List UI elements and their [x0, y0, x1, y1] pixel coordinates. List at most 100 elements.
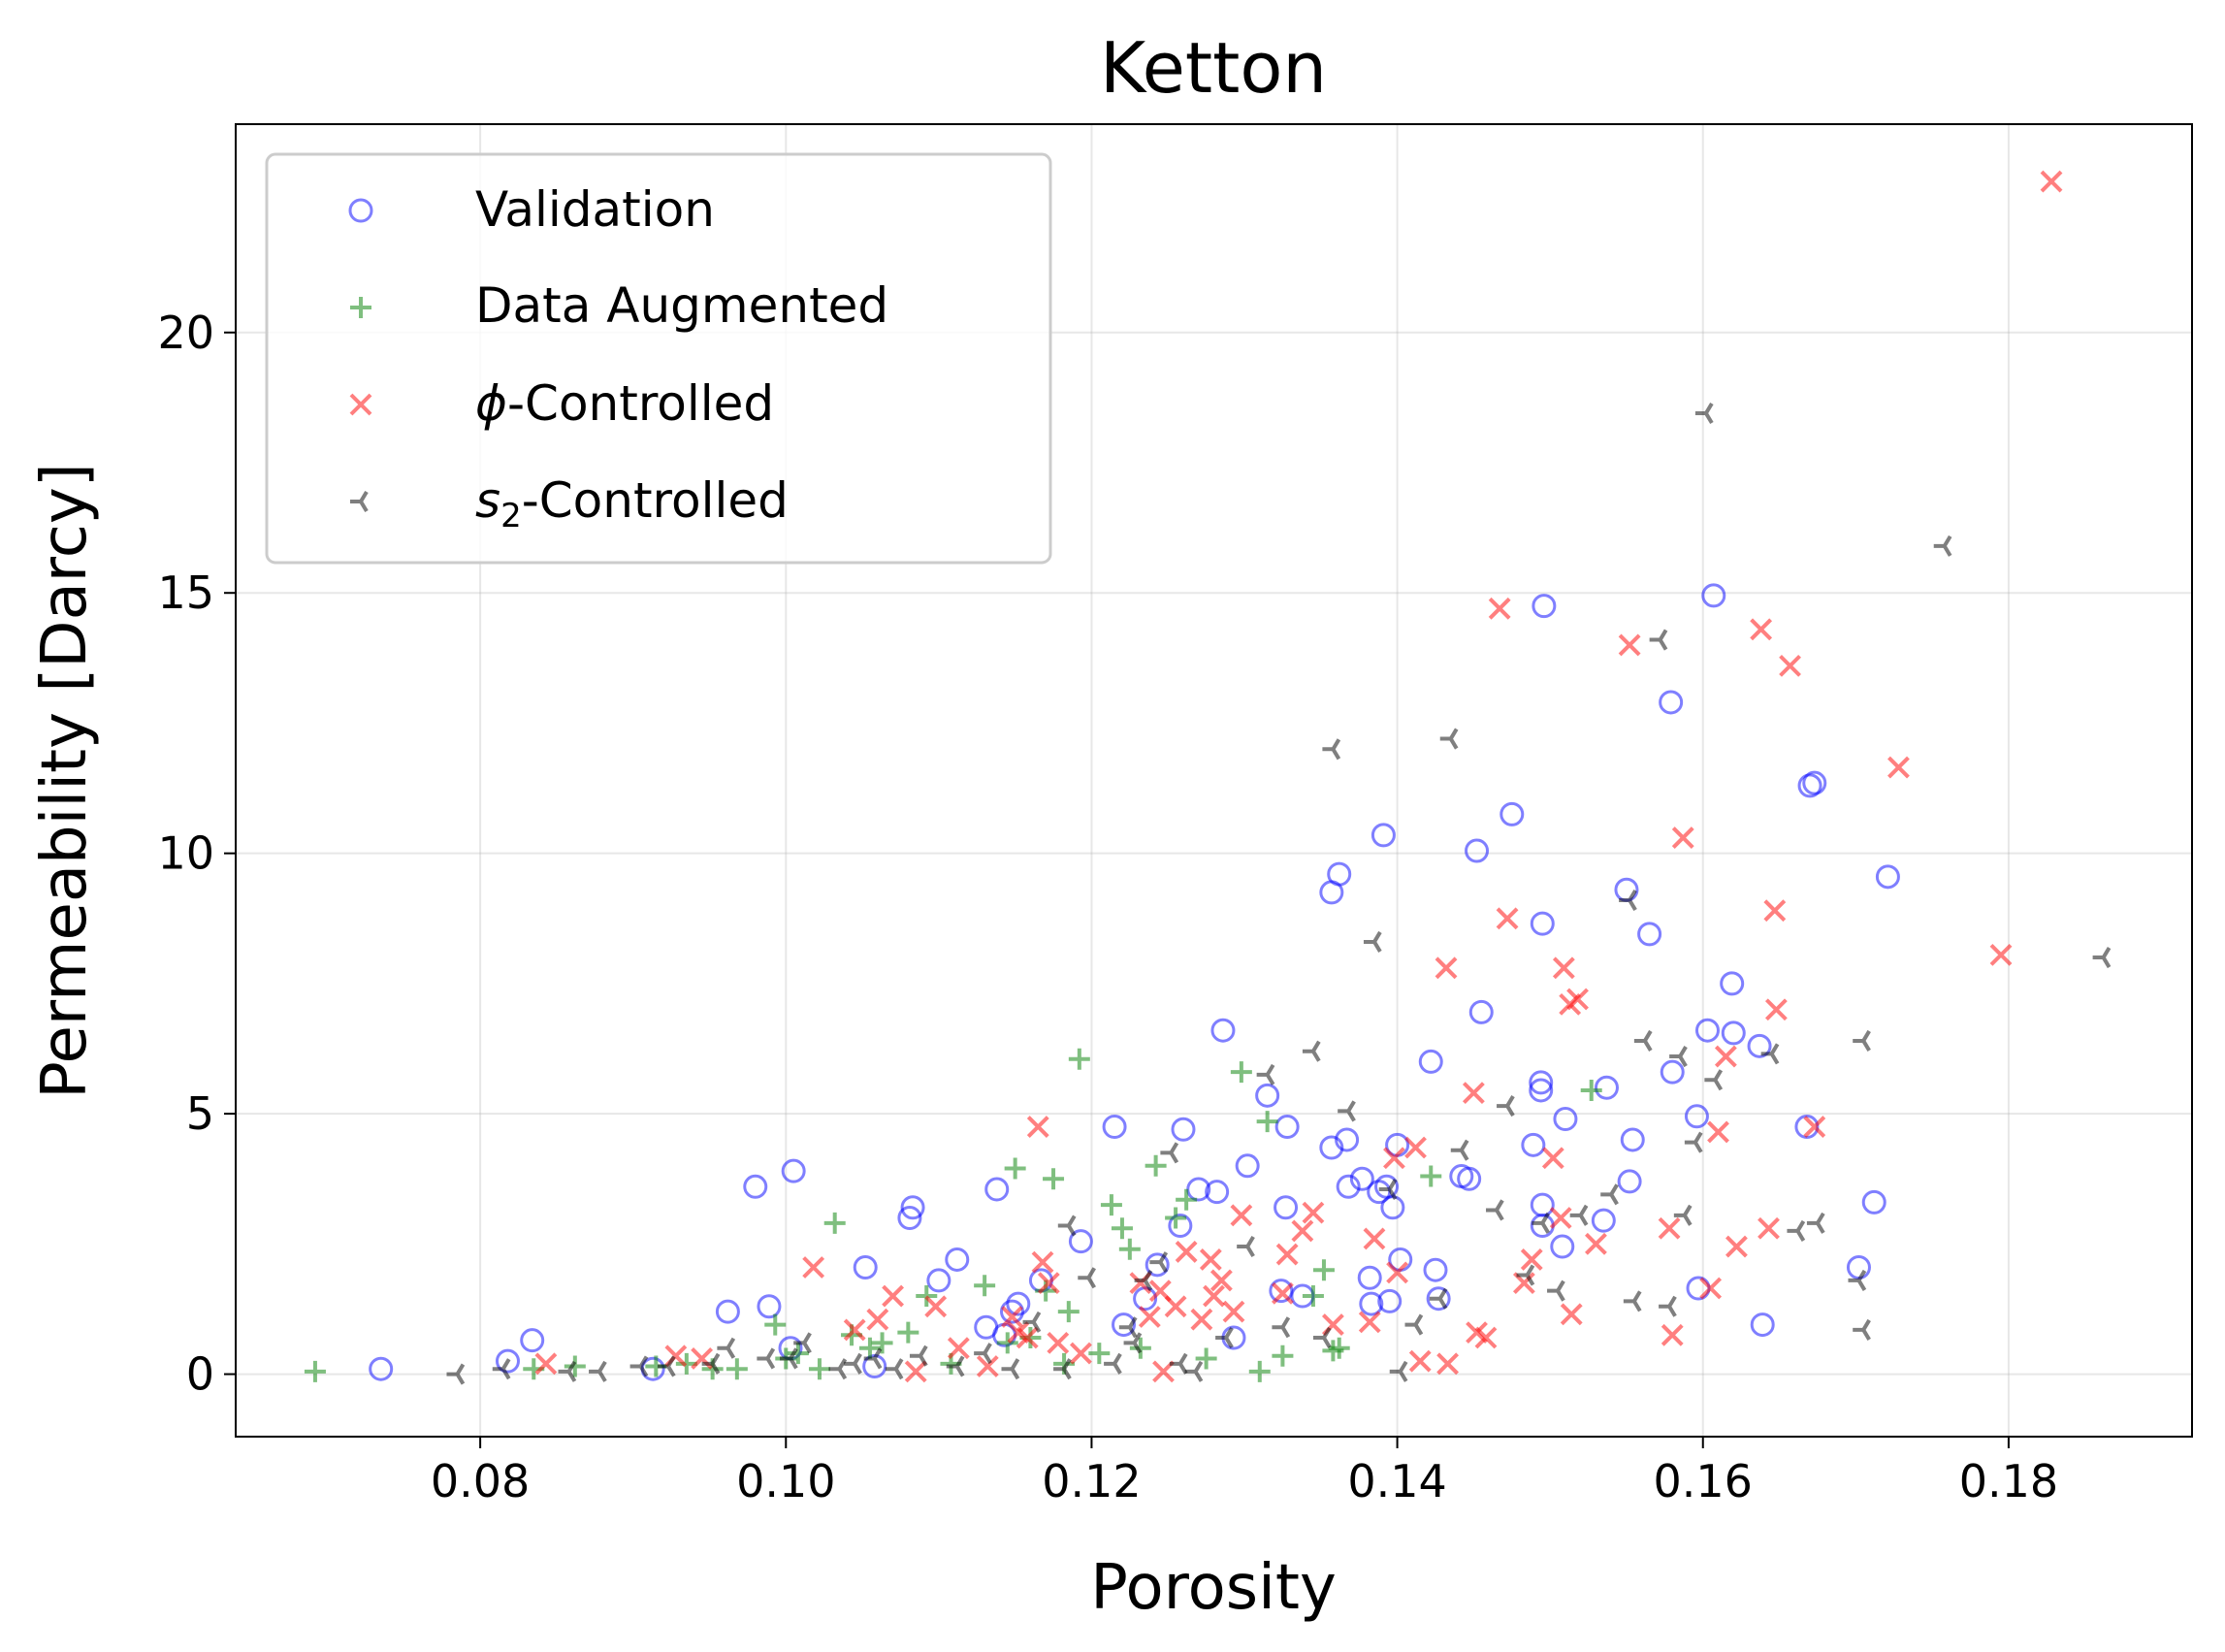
legend-box: [265, 152, 1052, 565]
data-point: [1439, 728, 1459, 750]
data-point: [1529, 1078, 1554, 1103]
data-point: [1933, 534, 1952, 557]
data-point: [1669, 1046, 1688, 1068]
data-point: [1658, 1216, 1681, 1240]
data-point: [1335, 1127, 1360, 1152]
data-point: [1215, 1326, 1234, 1349]
data-point: [1370, 823, 1396, 848]
data-point: [1848, 1269, 1867, 1291]
data-point: [1104, 1352, 1122, 1375]
data-point: [629, 1355, 649, 1377]
data-point: [717, 1337, 736, 1359]
data-point: [1659, 690, 1684, 715]
data-point: [1846, 1255, 1871, 1280]
data-point: [1312, 1259, 1335, 1281]
data-point: [1047, 1331, 1070, 1354]
data-point: [715, 1299, 740, 1324]
x-tick-label: 0.12: [1042, 1455, 1141, 1507]
data-point: [1053, 1358, 1072, 1380]
data-point: [1549, 1207, 1572, 1229]
data-point: [1699, 1277, 1723, 1300]
data-point: [1165, 1207, 1187, 1229]
x-tick-label: 0.16: [1654, 1455, 1753, 1507]
data-point: [1184, 1360, 1204, 1382]
data-point: [1721, 1020, 1746, 1046]
data-point: [1118, 1316, 1138, 1339]
data-point: [1462, 1082, 1485, 1105]
data-point: [1499, 801, 1525, 826]
data-point: [1016, 1326, 1039, 1349]
data-point: [1720, 971, 1745, 996]
data-point: [1436, 1352, 1460, 1376]
data-point: [1168, 1214, 1193, 1239]
data-point: [1497, 1095, 1515, 1118]
data-point: [1004, 1157, 1026, 1180]
data-point: [1532, 1212, 1551, 1234]
data-point: [1620, 1127, 1645, 1152]
data-point: [1660, 1059, 1685, 1085]
data-point: [844, 1352, 862, 1375]
data-point: [1552, 956, 1575, 980]
data-point: [1160, 1142, 1179, 1164]
data-point: [1457, 1166, 1482, 1191]
data-point: [369, 1356, 394, 1381]
data-point: [999, 1299, 1024, 1324]
axes-frame: [235, 123, 2193, 1438]
legend-label-validation: Validation: [475, 181, 715, 238]
data-point: [897, 1206, 922, 1230]
data-point: [1802, 770, 1827, 795]
data-point: [1255, 1083, 1280, 1108]
data-point: [1516, 1264, 1535, 1286]
data-point: [1750, 618, 1773, 641]
data-point: [1623, 1290, 1642, 1312]
data-point: [1547, 1279, 1565, 1302]
data-point: [1319, 1135, 1344, 1160]
legend-marker: [349, 393, 372, 416]
data-point: [1989, 943, 2013, 966]
data-point: [1328, 1337, 1350, 1359]
data-point: [1404, 1313, 1424, 1336]
data-point: [1001, 1358, 1020, 1380]
data-point: [520, 1328, 545, 1353]
data-point: [1378, 1178, 1398, 1200]
data-point: [1274, 1115, 1300, 1140]
data-point: [743, 1174, 768, 1199]
data-point: [1875, 864, 1900, 890]
data-point: [1637, 922, 1662, 947]
data-point: [1580, 1079, 1602, 1101]
data-point: [1336, 1174, 1361, 1199]
data-point: [701, 1352, 721, 1375]
data-point: [1037, 1272, 1060, 1295]
data-point: [1377, 1288, 1403, 1313]
data-point: [1088, 1343, 1111, 1365]
x-tick-label: 0.18: [1959, 1455, 2058, 1507]
data-point: [897, 1321, 919, 1344]
data-point: [858, 1337, 881, 1359]
legend-marker: [348, 198, 373, 223]
data-point: [1275, 1243, 1299, 1266]
data-point: [900, 1195, 925, 1220]
data-point: [1302, 1285, 1324, 1308]
series-2: [534, 170, 2063, 1383]
data-point: [1659, 1295, 1677, 1317]
x-tick-label: 0.14: [1347, 1455, 1446, 1507]
data-point: [1043, 1168, 1065, 1190]
data-point: [1203, 1284, 1225, 1308]
data-point: [909, 1344, 928, 1367]
data-point: [1271, 1281, 1294, 1305]
x-axis-label: Porosity: [1090, 1552, 1337, 1624]
legend-text: Validation: [475, 181, 715, 238]
data-point: [1779, 654, 1801, 677]
data-point: [757, 1294, 782, 1319]
data-point: [1853, 1318, 1871, 1341]
data-point: [1363, 1227, 1386, 1250]
data-point: [1853, 1029, 1871, 1052]
data-point: [916, 1285, 938, 1308]
data-point: [757, 1347, 776, 1370]
data-point: [1530, 1192, 1555, 1217]
data-point: [1386, 1261, 1409, 1284]
data-point: [1806, 1212, 1825, 1234]
data-point: [828, 1358, 848, 1380]
data-point: [1112, 1312, 1137, 1338]
data-point: [1496, 907, 1519, 930]
